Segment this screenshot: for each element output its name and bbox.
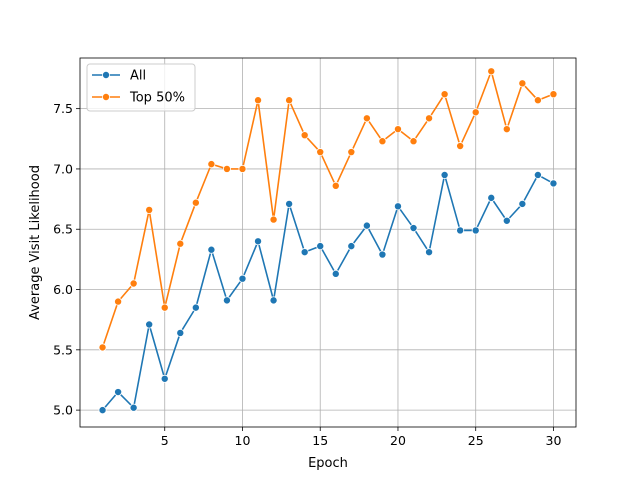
data-point <box>518 199 527 208</box>
data-point <box>207 245 216 254</box>
data-point <box>160 374 169 383</box>
data-point <box>549 90 558 99</box>
data-point <box>300 131 309 140</box>
data-point <box>331 181 340 190</box>
data-point <box>362 221 371 230</box>
data-point <box>269 296 278 305</box>
series-1 <box>98 67 558 352</box>
data-point <box>222 296 231 305</box>
data-point <box>425 114 434 123</box>
data-point <box>409 224 418 233</box>
data-point <box>254 237 263 246</box>
data-point <box>191 198 200 207</box>
data-point <box>393 125 402 134</box>
data-point <box>176 328 185 337</box>
data-point <box>471 226 480 235</box>
data-point <box>316 148 325 157</box>
data-point <box>316 242 325 251</box>
data-point <box>487 67 496 76</box>
data-point <box>502 216 511 225</box>
x-tick-label: 20 <box>390 433 406 448</box>
y-tick-label: 7.0 <box>53 161 73 176</box>
data-point <box>378 137 387 146</box>
data-point <box>518 79 527 88</box>
data-point <box>176 239 185 248</box>
series-line <box>101 70 554 348</box>
data-point <box>440 90 449 99</box>
data-point <box>378 250 387 259</box>
data-point <box>549 179 558 188</box>
data-point <box>129 279 138 288</box>
data-point <box>207 160 216 169</box>
axis-ticks: 5 10 15 20 25 30 5.0 5.5 6.0 6.5 7.0 7.5 <box>53 101 561 448</box>
data-point <box>347 242 356 251</box>
y-tick-label: 6.5 <box>53 222 73 237</box>
data-point <box>456 142 465 151</box>
data-point <box>533 96 542 105</box>
y-tick-label: 6.0 <box>53 282 73 297</box>
data-point <box>222 164 231 173</box>
data-point <box>114 297 123 306</box>
data-point <box>285 96 294 105</box>
x-tick-label: 15 <box>312 433 328 448</box>
data-point <box>487 193 496 202</box>
data-point <box>533 170 542 179</box>
data-point <box>347 148 356 157</box>
data-point <box>238 274 247 283</box>
data-point <box>300 248 309 257</box>
legend-label: Top 50% <box>129 91 185 106</box>
data-point <box>331 269 340 278</box>
data-point <box>191 303 200 312</box>
data-point <box>254 96 263 105</box>
data-point <box>145 320 154 329</box>
series-0 <box>98 170 558 415</box>
data-point <box>440 170 449 179</box>
data-point <box>98 343 107 352</box>
data-point <box>114 388 123 397</box>
series-lines <box>98 67 558 415</box>
x-axis-label: Epoch <box>308 456 348 471</box>
x-tick-label: 30 <box>546 433 562 448</box>
data-point <box>160 303 169 312</box>
legend: All Top 50% <box>86 63 196 112</box>
data-point <box>362 114 371 123</box>
y-tick-label: 5.5 <box>53 342 73 357</box>
x-tick-label: 10 <box>235 433 251 448</box>
plot-frame <box>79 57 577 428</box>
data-point <box>425 248 434 257</box>
data-point <box>269 215 278 224</box>
series-line <box>101 174 554 411</box>
data-point <box>285 199 294 208</box>
x-tick-label: 25 <box>468 433 484 448</box>
data-point <box>129 403 138 412</box>
data-point <box>471 108 480 117</box>
data-point <box>456 226 465 235</box>
legend-label: All <box>130 69 146 84</box>
y-tick-label: 7.5 <box>53 101 73 116</box>
y-axis-label: Average Visit Likelihood <box>28 165 43 320</box>
x-tick-label: 5 <box>161 433 169 448</box>
legend-marker <box>102 71 111 80</box>
data-point <box>393 202 402 211</box>
legend-marker <box>102 93 111 102</box>
data-point <box>409 137 418 146</box>
data-point <box>98 406 107 415</box>
y-tick-label: 5.0 <box>53 403 73 418</box>
data-point <box>238 164 247 173</box>
data-point <box>502 125 511 134</box>
data-point <box>145 205 154 214</box>
